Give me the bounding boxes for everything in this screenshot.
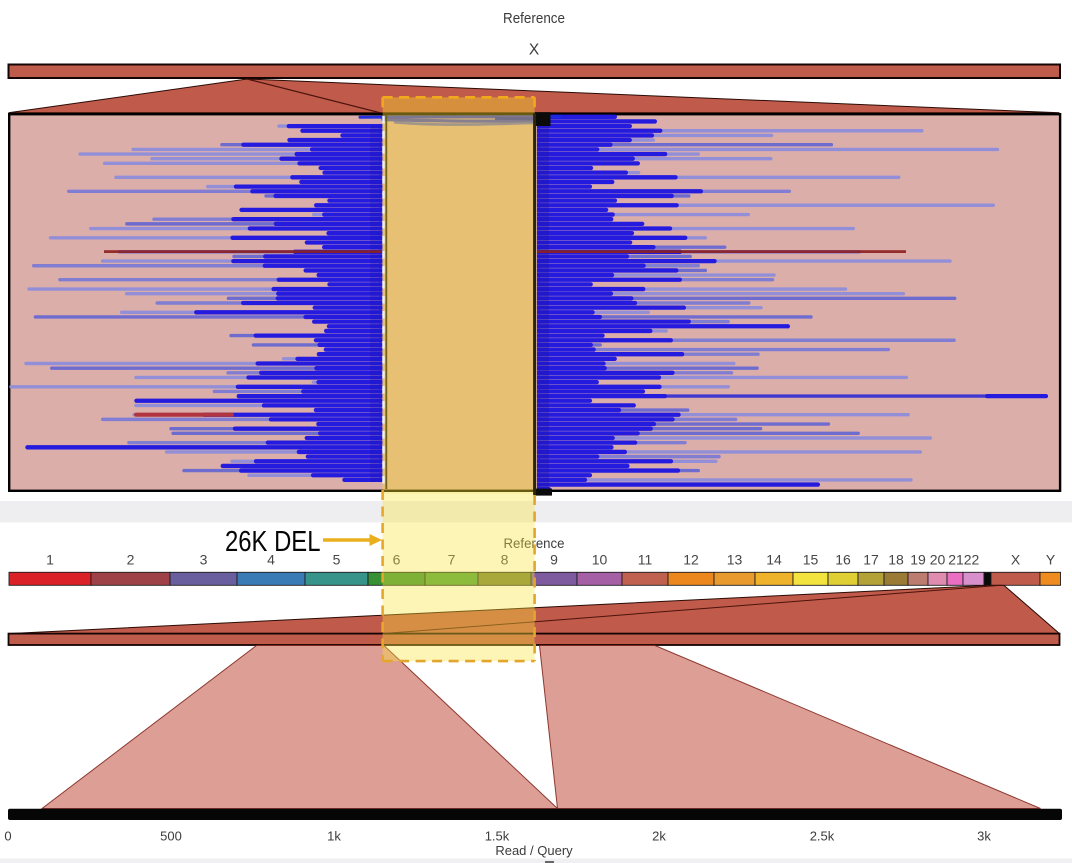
svg-text:X: X bbox=[1011, 552, 1021, 568]
svg-text:18: 18 bbox=[888, 552, 904, 568]
svg-text:14: 14 bbox=[766, 552, 782, 568]
svg-text:17: 17 bbox=[863, 552, 879, 568]
svg-text:3k: 3k bbox=[977, 829, 991, 844]
svg-text:2: 2 bbox=[127, 552, 135, 568]
svg-text:1: 1 bbox=[46, 552, 54, 568]
svg-text:12: 12 bbox=[683, 552, 699, 568]
svg-text:X: X bbox=[529, 42, 540, 59]
svg-text:5: 5 bbox=[333, 552, 341, 568]
svg-text:2k: 2k bbox=[652, 829, 666, 844]
svg-text:500: 500 bbox=[160, 829, 182, 844]
svg-text:1.5k: 1.5k bbox=[485, 829, 510, 844]
svg-text:Reference: Reference bbox=[504, 535, 565, 551]
svg-text:Reference: Reference bbox=[503, 10, 565, 27]
svg-text:19: 19 bbox=[910, 552, 926, 568]
svg-text:26K DEL: 26K DEL bbox=[225, 526, 321, 558]
svg-text:4: 4 bbox=[267, 552, 275, 568]
svg-text:15: 15 bbox=[803, 552, 819, 568]
svg-text:Y: Y bbox=[1046, 552, 1056, 568]
svg-text:9: 9 bbox=[550, 552, 558, 568]
svg-text:8: 8 bbox=[501, 552, 509, 568]
svg-text:20: 20 bbox=[930, 552, 946, 568]
svg-text:7: 7 bbox=[448, 552, 456, 568]
svg-text:22: 22 bbox=[964, 552, 980, 568]
svg-text:2.5k: 2.5k bbox=[810, 829, 835, 844]
svg-text:6: 6 bbox=[393, 552, 401, 568]
svg-text:3: 3 bbox=[200, 552, 208, 568]
svg-text:10: 10 bbox=[592, 552, 608, 568]
svg-text:1k: 1k bbox=[327, 829, 341, 844]
svg-text:13: 13 bbox=[727, 552, 743, 568]
svg-text:16: 16 bbox=[835, 552, 851, 568]
svg-text:21: 21 bbox=[948, 552, 964, 568]
svg-text:Read / Query: Read / Query bbox=[495, 843, 573, 858]
svg-text:0: 0 bbox=[4, 829, 11, 844]
svg-text:11: 11 bbox=[638, 552, 653, 568]
